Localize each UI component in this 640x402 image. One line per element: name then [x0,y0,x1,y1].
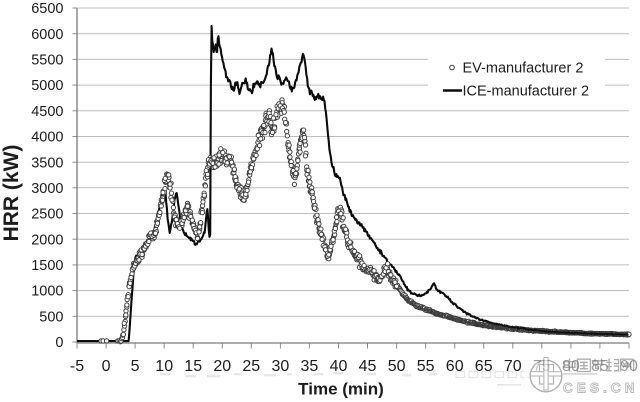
svg-text:ICE-manufacturer 2: ICE-manufacturer 2 [463,84,590,100]
svg-text:0: 0 [55,335,63,351]
svg-text:4000: 4000 [31,130,63,146]
svg-text:10: 10 [155,358,173,375]
svg-text:25: 25 [242,358,260,375]
svg-text:2000: 2000 [31,232,63,248]
svg-text:45: 45 [359,358,377,375]
svg-text:2500: 2500 [31,207,63,223]
svg-text:15: 15 [184,358,202,375]
svg-text:Time (min): Time (min) [298,380,384,399]
svg-text:5: 5 [131,358,140,375]
svg-text:65: 65 [475,358,493,375]
svg-text:6500: 6500 [31,1,63,17]
svg-text:EV-manufacturer 2: EV-manufacturer 2 [463,61,584,77]
svg-text:30: 30 [272,358,290,375]
svg-text:CES.CN: CES.CN [563,381,639,396]
svg-text:55: 55 [417,358,435,375]
svg-text:HRR (kW): HRR (kW) [0,145,23,242]
svg-text:70: 70 [504,358,522,375]
svg-text:500: 500 [39,309,63,325]
svg-text:20: 20 [213,358,231,375]
svg-text:4500: 4500 [31,104,63,120]
svg-text:-5: -5 [70,358,84,375]
svg-text:0: 0 [102,358,111,375]
svg-text:60: 60 [446,358,464,375]
svg-text:5000: 5000 [31,78,63,94]
svg-text:50: 50 [388,358,406,375]
svg-text:5500: 5500 [31,53,63,69]
svg-text:1000: 1000 [31,284,63,300]
svg-text:3500: 3500 [31,155,63,171]
svg-text:3000: 3000 [31,181,63,197]
svg-text:6000: 6000 [31,27,63,43]
svg-text:1500: 1500 [31,258,63,274]
svg-text:35: 35 [301,358,319,375]
svg-text:40: 40 [330,358,348,375]
